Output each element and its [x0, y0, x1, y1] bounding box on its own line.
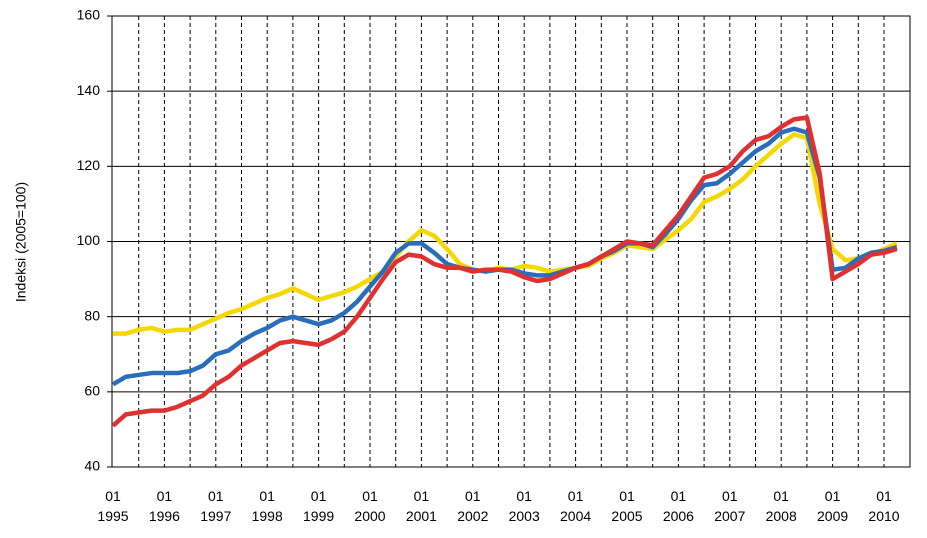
x-tick-label: 01 2005 [611, 488, 643, 524]
x-tick-label: 01 1998 [251, 488, 283, 524]
x-tick-label: 01 2001 [405, 488, 437, 524]
x-tick-label: 01 1996 [148, 488, 180, 524]
y-tick-label: 60 [84, 383, 100, 399]
x-tick-label: 01 1999 [303, 488, 335, 524]
x-tick-label: 01 2006 [662, 488, 694, 524]
x-tick-label: 01 2008 [765, 488, 797, 524]
y-tick-label: 160 [77, 7, 101, 23]
x-tick-label: 01 1995 [97, 488, 129, 524]
y-axis-label: Indeksi (2005=100) [13, 182, 29, 302]
x-tick-label: 01 2004 [560, 488, 592, 524]
y-tick-label: 40 [84, 458, 100, 474]
y-tick-label: 80 [84, 307, 100, 323]
x-tick-label: 01 2002 [457, 488, 489, 524]
y-tick-label: 100 [77, 232, 101, 248]
x-tick-label: 01 1997 [200, 488, 232, 524]
plot-frame [111, 15, 911, 468]
y-tick-label: 140 [77, 82, 101, 98]
series-line [111, 126, 898, 387]
x-tick-label: 01 2000 [354, 488, 386, 524]
x-tick-label: 01 2003 [508, 488, 540, 524]
series-line [111, 115, 898, 428]
x-tick-label: 01 2007 [714, 488, 746, 524]
x-tick-label: 01 2010 [868, 488, 900, 524]
y-tick-label: 120 [77, 157, 101, 173]
series-line [113, 132, 898, 336]
x-tick-label: 01 2009 [817, 488, 849, 524]
